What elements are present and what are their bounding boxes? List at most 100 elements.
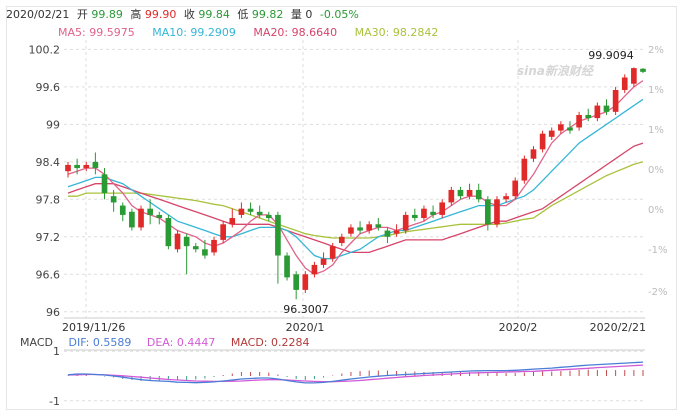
candle-body: [375, 224, 382, 228]
candle-body: [110, 196, 117, 203]
candle-body: [183, 236, 190, 247]
price-tick-label: 99: [46, 118, 60, 131]
candle-body: [275, 214, 281, 256]
candle-body: [594, 105, 601, 119]
pct-tick-label: 1%: [648, 125, 664, 136]
candle-body: [83, 164, 90, 169]
open-value: 99.89: [91, 8, 123, 21]
candle-body: [421, 208, 427, 219]
candle-body: [530, 149, 537, 159]
candle-body: [521, 158, 528, 181]
candle-body: [357, 227, 363, 231]
x-axis-label: 2019/11/26: [62, 321, 125, 334]
candle-body: [229, 218, 236, 225]
chart-frame: [6, 6, 677, 410]
price-tick-label: 97.2: [36, 231, 61, 244]
pct-tick-label: 1%: [648, 85, 664, 96]
candle-body: [338, 236, 345, 244]
candle-body: [174, 233, 181, 250]
candle-body: [101, 174, 108, 194]
ma30-line: [68, 161, 644, 239]
price-tick-label: 98.4: [36, 156, 61, 169]
candle-body: [156, 214, 163, 219]
macd-tick-label: -1: [49, 395, 60, 408]
macd-title: MACD: [20, 336, 53, 349]
candle-body: [631, 68, 637, 84]
ma30-legend: MA30: 98.2842: [354, 26, 439, 39]
high-value: 99.90: [144, 8, 177, 21]
candle-body: [539, 133, 546, 150]
dif-legend: DIF: 0.5589: [68, 336, 132, 349]
candle-body: [129, 211, 135, 228]
candle-body: [247, 208, 254, 212]
macd-tick-label: 1: [53, 345, 60, 358]
candle-body: [466, 189, 473, 197]
candle-body: [457, 189, 464, 197]
candle-body: [320, 258, 327, 265]
price-tick-label: 96.6: [36, 268, 61, 281]
candle-body: [92, 161, 99, 169]
candle-body: [585, 114, 592, 119]
candle-body: [640, 68, 646, 72]
candle-body: [512, 180, 519, 197]
macd-value-legend: MACD: 0.2284: [230, 336, 310, 349]
candle-body: [567, 127, 573, 131]
price-tick-label: 99.6: [36, 81, 61, 94]
quote-summary: 2020/02/21 开 99.89 高 99.90 收 99.84 低 99.…: [6, 6, 363, 22]
candle-body: [220, 224, 226, 240]
candle-body: [348, 227, 354, 234]
candle-body: [558, 124, 564, 131]
high-label: 高: [130, 8, 142, 21]
ma5-legend: MA5: 99.5975: [58, 26, 135, 39]
x-axis-label: 2020/2: [499, 321, 538, 334]
candle-body: [402, 214, 409, 231]
high-annotation: 99.9094: [588, 49, 634, 62]
ma20-legend: MA20: 98.6640: [253, 26, 338, 39]
candle-body: [494, 199, 500, 225]
x-axis-label: 2020/1: [286, 321, 325, 334]
x-axis-label: 2020/2/21: [590, 321, 646, 334]
candle-body: [284, 255, 290, 278]
dea-legend: DEA: 0.4447: [146, 336, 216, 349]
candle-body: [302, 274, 309, 290]
candle-body: [439, 202, 446, 215]
ma-legend: MA5: 99.5975 MA10: 99.2909 MA20: 98.6640…: [58, 26, 452, 39]
candle-body: [311, 264, 318, 275]
candle-body: [366, 224, 373, 231]
candle-body: [202, 249, 208, 256]
candle-body: [192, 246, 199, 250]
candle-body: [265, 214, 272, 219]
pct-tick-label: -2%: [648, 287, 667, 298]
candle-body: [576, 114, 582, 128]
candle-body: [411, 214, 418, 219]
change-value: -0.05%: [319, 8, 359, 21]
candle-body: [256, 211, 263, 215]
price-tick-label: 100.2: [29, 43, 61, 56]
pct-tick-label: 0%: [648, 165, 664, 176]
pct-tick-label: 0%: [648, 205, 664, 216]
price-tick-label: 96: [46, 306, 60, 319]
pct-tick-label: -1%: [648, 245, 667, 256]
candle-body: [612, 89, 619, 112]
candle-body: [329, 246, 336, 259]
low-value: 99.82: [251, 8, 284, 21]
candle-body: [211, 239, 217, 253]
dif-line: [67, 361, 644, 384]
candle-body: [430, 211, 436, 215]
ma20-line: [67, 142, 644, 254]
ma10-line: [67, 98, 644, 260]
sina-watermark-logo: sina新浪财经: [517, 64, 593, 78]
low-label: 低: [237, 8, 249, 21]
candle-body: [548, 130, 555, 137]
candle-body: [503, 196, 509, 200]
candle-body: [119, 205, 126, 215]
candle-body: [621, 77, 628, 90]
quote-date: 2020/02/21: [6, 8, 70, 21]
dea-line: [67, 364, 644, 383]
candle-body: [384, 230, 391, 237]
open-label: 开: [76, 8, 88, 21]
ma5-line: [67, 80, 644, 276]
candle-body: [74, 164, 80, 169]
volume-label: 量: [290, 8, 302, 21]
